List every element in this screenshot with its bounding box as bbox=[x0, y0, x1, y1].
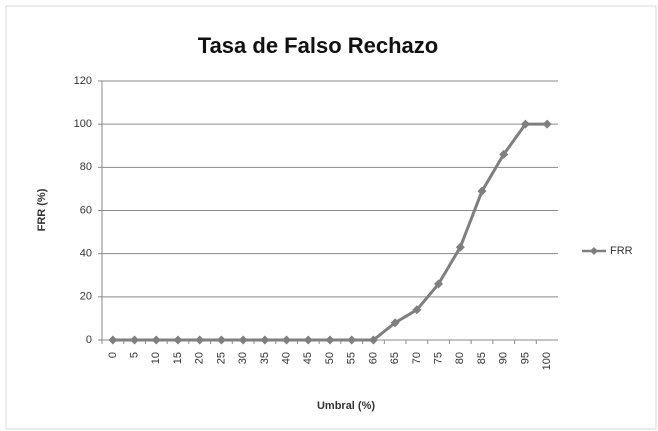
x-tick-label: 40 bbox=[280, 352, 292, 364]
data-point bbox=[173, 335, 183, 345]
x-axis-label: Umbral (%) bbox=[317, 400, 375, 412]
chart-title: Tasa de Falso Rechazo bbox=[198, 33, 438, 58]
x-tick-label: 5 bbox=[128, 352, 140, 358]
data-point bbox=[108, 335, 118, 345]
y-axis-label: FRR (%) bbox=[36, 188, 48, 231]
x-tick-label: 15 bbox=[172, 352, 184, 364]
data-point bbox=[412, 305, 422, 315]
data-point bbox=[151, 335, 161, 345]
x-tick-label: 55 bbox=[346, 352, 358, 364]
data-point bbox=[195, 335, 205, 345]
x-tick-label: 20 bbox=[194, 352, 206, 364]
x-tick-label: 75 bbox=[432, 352, 444, 364]
data-point bbox=[542, 119, 552, 129]
data-point bbox=[325, 335, 335, 345]
data-point bbox=[455, 242, 465, 252]
x-tick-label: 80 bbox=[454, 352, 466, 364]
x-tick-label: 10 bbox=[150, 352, 162, 364]
data-point bbox=[303, 335, 313, 345]
y-tick-label: 120 bbox=[74, 75, 92, 87]
legend-marker bbox=[590, 247, 598, 255]
data-point bbox=[477, 186, 487, 196]
data-point bbox=[368, 335, 378, 345]
x-tick-label: 45 bbox=[302, 352, 314, 364]
x-tick-label: 25 bbox=[215, 352, 227, 364]
data-point bbox=[216, 335, 226, 345]
data-point bbox=[347, 335, 357, 345]
y-tick-label: 0 bbox=[86, 334, 92, 346]
data-point bbox=[390, 318, 400, 328]
x-tick-label: 50 bbox=[324, 352, 336, 364]
x-tick-label: 85 bbox=[476, 352, 488, 364]
y-tick-label: 40 bbox=[80, 248, 92, 260]
x-tick-label: 100 bbox=[541, 352, 553, 370]
data-point bbox=[260, 335, 270, 345]
data-point bbox=[499, 149, 509, 159]
data-point bbox=[238, 335, 248, 345]
x-tick-label: 35 bbox=[259, 352, 271, 364]
x-tick-label: 0 bbox=[107, 352, 119, 358]
x-tick-label: 90 bbox=[498, 352, 510, 364]
x-tick-label: 30 bbox=[237, 352, 249, 364]
data-point bbox=[282, 335, 292, 345]
y-tick-label: 20 bbox=[80, 291, 92, 303]
x-tick-label: 65 bbox=[389, 352, 401, 364]
y-tick-label: 100 bbox=[74, 118, 92, 130]
y-tick-label: 80 bbox=[80, 161, 92, 173]
legend-label: FRR bbox=[610, 245, 633, 257]
data-point bbox=[130, 335, 140, 345]
chart-frame bbox=[5, 5, 657, 430]
data-point bbox=[434, 279, 444, 289]
data-point bbox=[520, 119, 530, 129]
x-tick-label: 60 bbox=[367, 352, 379, 364]
x-tick-label: 70 bbox=[411, 352, 423, 364]
y-tick-label: 60 bbox=[80, 204, 92, 216]
x-tick-label: 95 bbox=[519, 352, 531, 364]
